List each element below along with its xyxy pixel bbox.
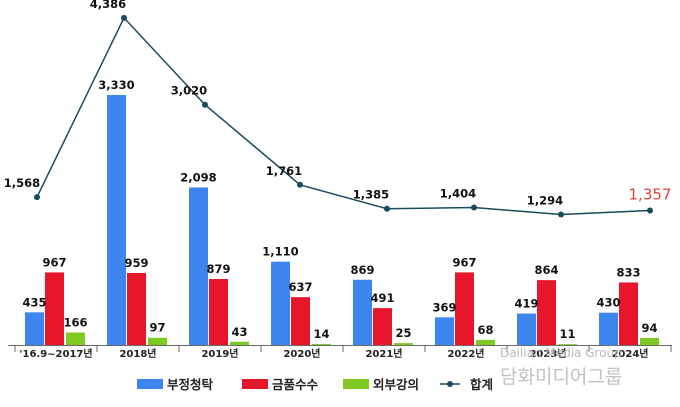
bar-fraud-request-2	[189, 187, 208, 345]
total-point-4	[384, 205, 390, 212]
total-point-5	[471, 204, 477, 211]
bar-fraud-request-4	[353, 279, 372, 345]
bar-outside-lecture-2	[230, 341, 249, 345]
bar-label-gift-receipt-7: 833	[616, 265, 640, 279]
bar-outside-lecture-5	[476, 339, 495, 345]
bar-fraud-request-5	[435, 317, 454, 345]
bar-label-gift-receipt-4: 491	[370, 291, 394, 305]
bar-label-fraud-request-5: 369	[432, 300, 456, 314]
bar-label-gift-receipt-0: 967	[42, 255, 66, 269]
total-label-6: 1,294	[527, 194, 563, 208]
total-line	[36, 16, 651, 216]
x-axis-ticks: '16.9~2017년 2018년 2019년 2020년 2021년 2022년 2023…	[14, 345, 672, 360]
bar-label-fraud-request-3: 1,110	[262, 245, 298, 259]
bar-label-gift-receipt-1: 959	[124, 256, 148, 270]
bar-outside-lecture-4	[394, 343, 413, 345]
legend-swatch-1	[242, 379, 268, 389]
bar-gift-receipt-3	[291, 297, 310, 345]
total-point-0	[34, 194, 40, 201]
bar-label-fraud-request-1: 3,330	[98, 78, 134, 92]
bar-label-outside-lecture-3: 14	[313, 327, 329, 341]
tick-label-5: 2022년	[447, 347, 484, 360]
total-label-5: 1,404	[440, 187, 476, 201]
bar-fraud-request-0	[25, 312, 44, 345]
bar-label-outside-lecture-5: 68	[477, 323, 493, 337]
bar-label-gift-receipt-2: 879	[206, 262, 230, 276]
bar-gift-receipt-2	[209, 279, 228, 345]
total-label-1: 4,386	[90, 0, 126, 11]
tick-label-0: '16.9~2017년	[19, 347, 92, 360]
total-point-1	[121, 14, 127, 21]
bar-label-fraud-request-2: 2,098	[180, 170, 216, 184]
bar-fraud-request-7	[599, 312, 618, 345]
bar-label-gift-receipt-6: 864	[534, 263, 558, 277]
tick-label-4: 2021년	[365, 347, 402, 360]
bar-fraud-request-3	[271, 261, 290, 345]
total-point-3	[297, 181, 303, 188]
total-label-7: 1,357	[629, 186, 672, 204]
tick-label-6: 2023년	[529, 347, 566, 360]
bar-label-outside-lecture-6: 11	[559, 327, 575, 341]
total-line-layer	[34, 14, 653, 218]
total-point-7	[647, 207, 653, 214]
bar-label-outside-lecture-2: 43	[231, 325, 247, 339]
bar-label-gift-receipt-3: 637	[288, 280, 312, 294]
legend-label-2: 외부강의	[373, 377, 419, 392]
total-point-2	[202, 101, 208, 108]
total-label-2: 3,020	[171, 84, 207, 98]
bar-label-outside-lecture-0: 166	[63, 316, 87, 330]
tick-label-3: 2020년	[283, 347, 320, 360]
total-label-4: 1,385	[353, 188, 389, 202]
bar-gift-receipt-5	[455, 272, 474, 345]
bars	[25, 95, 659, 345]
legend-swatch-2	[343, 379, 369, 389]
bar-fraud-request-6	[517, 313, 536, 345]
bar-gift-receipt-1	[127, 273, 146, 345]
bar-label-fraud-request-0: 435	[22, 295, 46, 309]
bar-label-fraud-request-7: 430	[596, 296, 620, 310]
bar-label-fraud-request-4: 869	[350, 263, 374, 277]
legend-label-3: 합계	[470, 377, 493, 392]
watermark: Dailian Media Group 담화미디어그룹	[500, 346, 622, 388]
bar-gift-receipt-6	[537, 280, 556, 345]
bar-label-outside-lecture-7: 94	[641, 321, 657, 335]
bar-label-outside-lecture-4: 25	[395, 326, 411, 340]
bar-label-outside-lecture-1: 97	[149, 321, 165, 335]
tick-label-1: 2018년	[119, 347, 156, 360]
bar-outside-lecture-3	[312, 343, 331, 345]
data-labels: 435 967 166 3,330 959 97 2,098 879 43 1,110 637 14 8…	[4, 0, 672, 341]
total-label-0: 1,568	[4, 176, 40, 190]
bar-label-gift-receipt-5: 967	[452, 255, 476, 269]
legend: 부정청탁 금품수수 외부강의 합계	[137, 377, 493, 392]
watermark-ko: 담화미디어그룹	[500, 366, 622, 388]
bar-gift-receipt-4	[373, 308, 392, 345]
tick-label-2: 2019년	[201, 347, 238, 360]
bar-outside-lecture-1	[148, 337, 167, 345]
bar-gift-receipt-0	[45, 272, 64, 345]
total-label-3: 1,761	[266, 164, 302, 178]
watermark-en: Dailian Media Group	[500, 346, 622, 360]
bar-outside-lecture-0	[66, 332, 85, 345]
bar-outside-lecture-6	[558, 344, 577, 345]
bar-label-fraud-request-6: 419	[514, 297, 538, 311]
legend-marker-icon	[447, 381, 453, 387]
bar-outside-lecture-7	[640, 337, 659, 345]
legend-label-1: 금품수수	[272, 377, 319, 392]
bar-fraud-request-1	[107, 95, 126, 345]
bar-gift-receipt-7	[619, 282, 638, 345]
tick-label-7: 2024년	[611, 347, 648, 360]
legend-swatch-0	[137, 379, 163, 389]
total-point-6	[558, 211, 564, 218]
legend-label-0: 부정청탁	[167, 377, 214, 392]
